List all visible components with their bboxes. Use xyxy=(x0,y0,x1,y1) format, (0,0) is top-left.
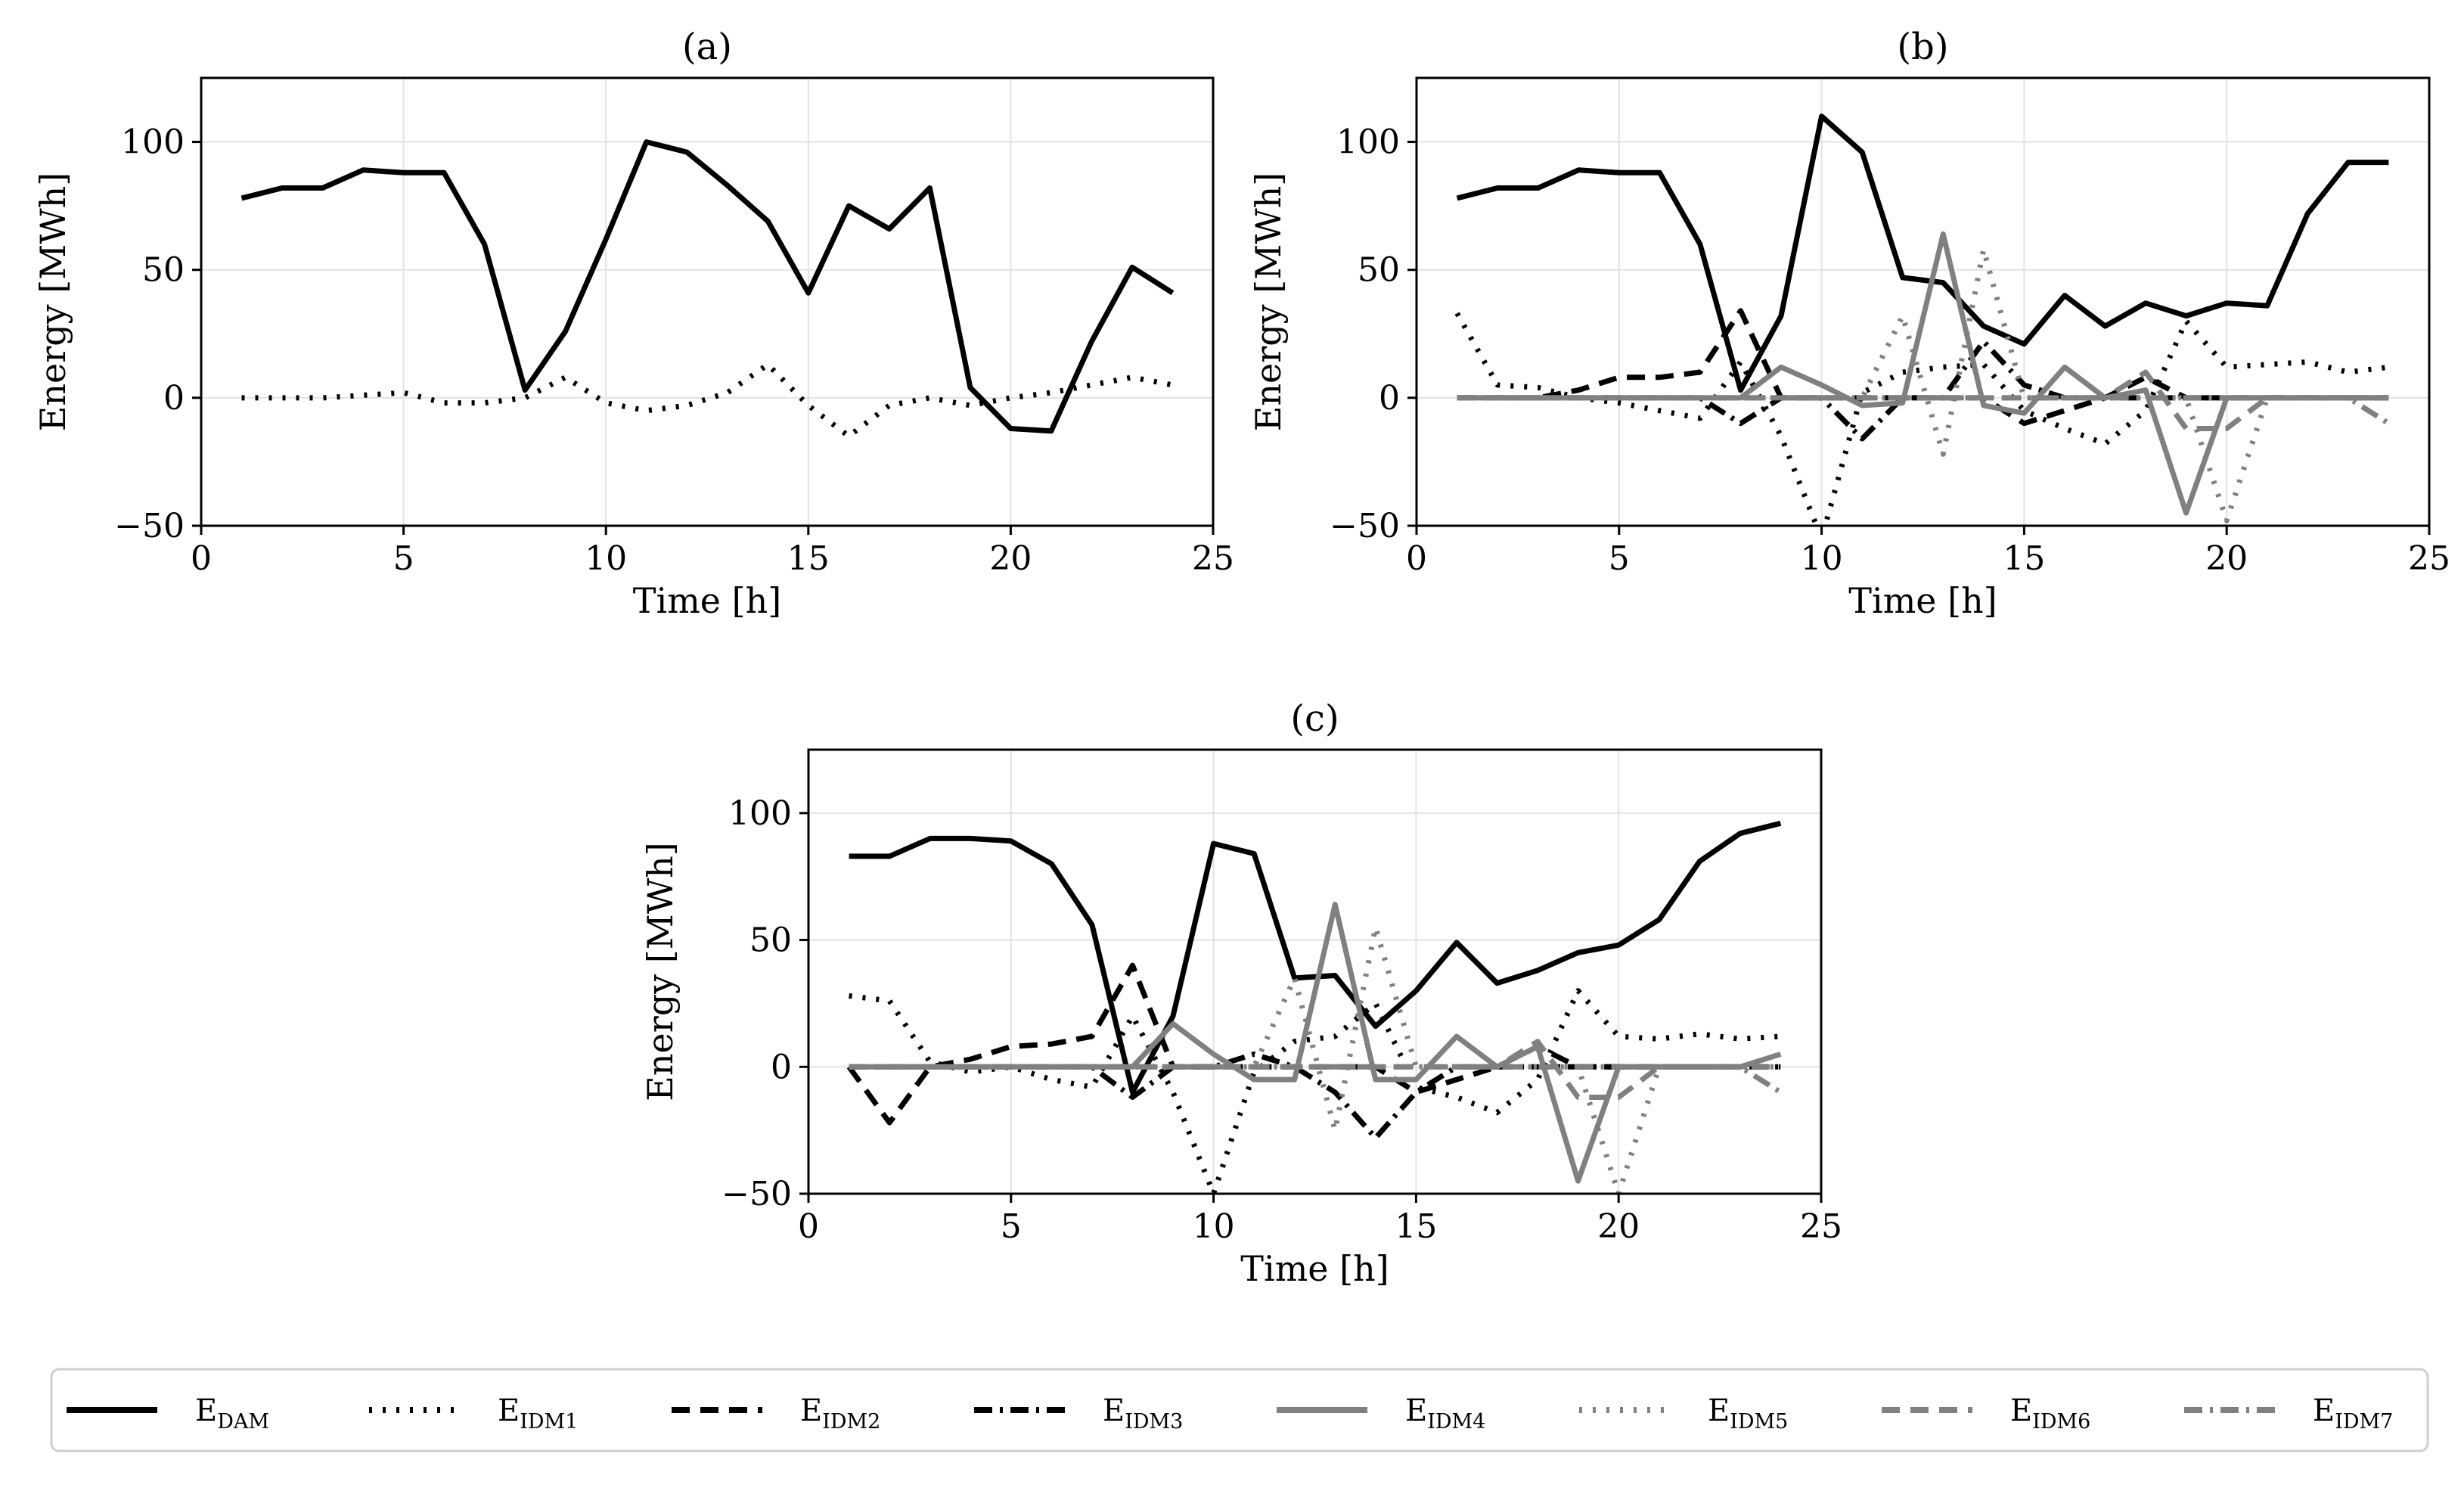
x-tick-label: 5 xyxy=(393,539,414,578)
x-tick-label: 5 xyxy=(1609,539,1630,578)
series-line-idm1 xyxy=(849,988,1781,1194)
y-tick-label: 100 xyxy=(121,123,185,162)
y-tick-label: 0 xyxy=(163,379,185,418)
legend-label-idm4: EIDM4 xyxy=(1405,1393,1485,1434)
legend-label-idm1: EIDM1 xyxy=(498,1393,578,1434)
legend-label-idm5: EIDM5 xyxy=(1708,1393,1788,1434)
series-line-idm4 xyxy=(849,902,1782,1184)
x-tick-label: 25 xyxy=(2408,539,2450,578)
series-line-dam xyxy=(849,820,1782,1095)
series-line-idm7 xyxy=(849,1064,1783,1095)
y-tick-label: −50 xyxy=(114,507,185,545)
x-tick-label: 15 xyxy=(2003,539,2045,578)
subplot-title: (a) xyxy=(682,26,732,68)
series-line-idm1 xyxy=(1454,312,2389,526)
y-tick-label: 50 xyxy=(142,251,185,290)
x-tick-label: 20 xyxy=(2205,539,2248,578)
legend-label-idm2: EIDM2 xyxy=(800,1393,880,1434)
y-axis-label: Energy [MWh] xyxy=(1248,172,1289,431)
x-tick-label: 0 xyxy=(798,1207,819,1246)
y-axis-label: Energy [MWh] xyxy=(640,842,681,1101)
y-axis-label: Energy [MWh] xyxy=(33,172,73,431)
legend-label-dam: EDAM xyxy=(195,1393,269,1434)
series-line-idm7 xyxy=(1457,395,2391,426)
x-tick-label: 10 xyxy=(1193,1207,1235,1246)
y-tick-label: 100 xyxy=(728,794,792,833)
legend-box xyxy=(50,1368,2429,1452)
x-tick-label: 0 xyxy=(1406,539,1427,578)
subplot-title: (c) xyxy=(1290,697,1339,740)
y-tick-label: 100 xyxy=(1336,123,1400,162)
subplot-title: (b) xyxy=(1897,26,1948,68)
series-line-dam xyxy=(241,139,1175,434)
x-tick-label: 25 xyxy=(1800,1207,1842,1246)
x-tick-label: 20 xyxy=(989,539,1032,578)
series-line-idm1 xyxy=(241,362,1174,440)
series-line-idm4 xyxy=(1457,231,2389,516)
legend-label-idm7: EIDM7 xyxy=(2313,1393,2393,1434)
x-axis-label: Time [h] xyxy=(1848,580,1997,621)
y-tick-label: 50 xyxy=(1358,251,1400,290)
x-tick-label: 10 xyxy=(1801,539,1843,578)
x-tick-label: 15 xyxy=(787,539,830,578)
x-tick-label: 20 xyxy=(1597,1207,1640,1246)
legend-label-idm6: EIDM6 xyxy=(2010,1393,2090,1434)
legend: EDAM EIDM1 EIDM2 EIDM3 EIDM4 EIDM5 EIDM6 EIDM7 xyxy=(50,1368,2429,1452)
plot-frame xyxy=(200,76,1215,527)
x-tick-label: 10 xyxy=(585,539,627,578)
y-tick-label: 0 xyxy=(771,1048,792,1086)
x-axis-label: Time [h] xyxy=(633,580,781,621)
y-tick-label: −50 xyxy=(722,1175,792,1213)
plot-frame xyxy=(1415,76,2431,527)
series-line-idm5 xyxy=(849,924,1781,1194)
x-tick-label: 15 xyxy=(1395,1207,1437,1246)
series-line-dam xyxy=(1456,113,2389,393)
plot-frame xyxy=(807,748,1823,1195)
x-tick-label: 0 xyxy=(191,539,212,578)
y-tick-label: 0 xyxy=(1379,379,1400,418)
x-tick-label: 25 xyxy=(1192,539,1234,578)
x-tick-label: 5 xyxy=(1001,1207,1022,1246)
y-tick-label: −50 xyxy=(1330,507,1400,545)
y-tick-label: 50 xyxy=(749,921,792,960)
x-axis-label: Time [h] xyxy=(1240,1248,1389,1289)
series-line-idm5 xyxy=(1457,247,2389,523)
legend-label-idm3: EIDM3 xyxy=(1103,1393,1183,1434)
